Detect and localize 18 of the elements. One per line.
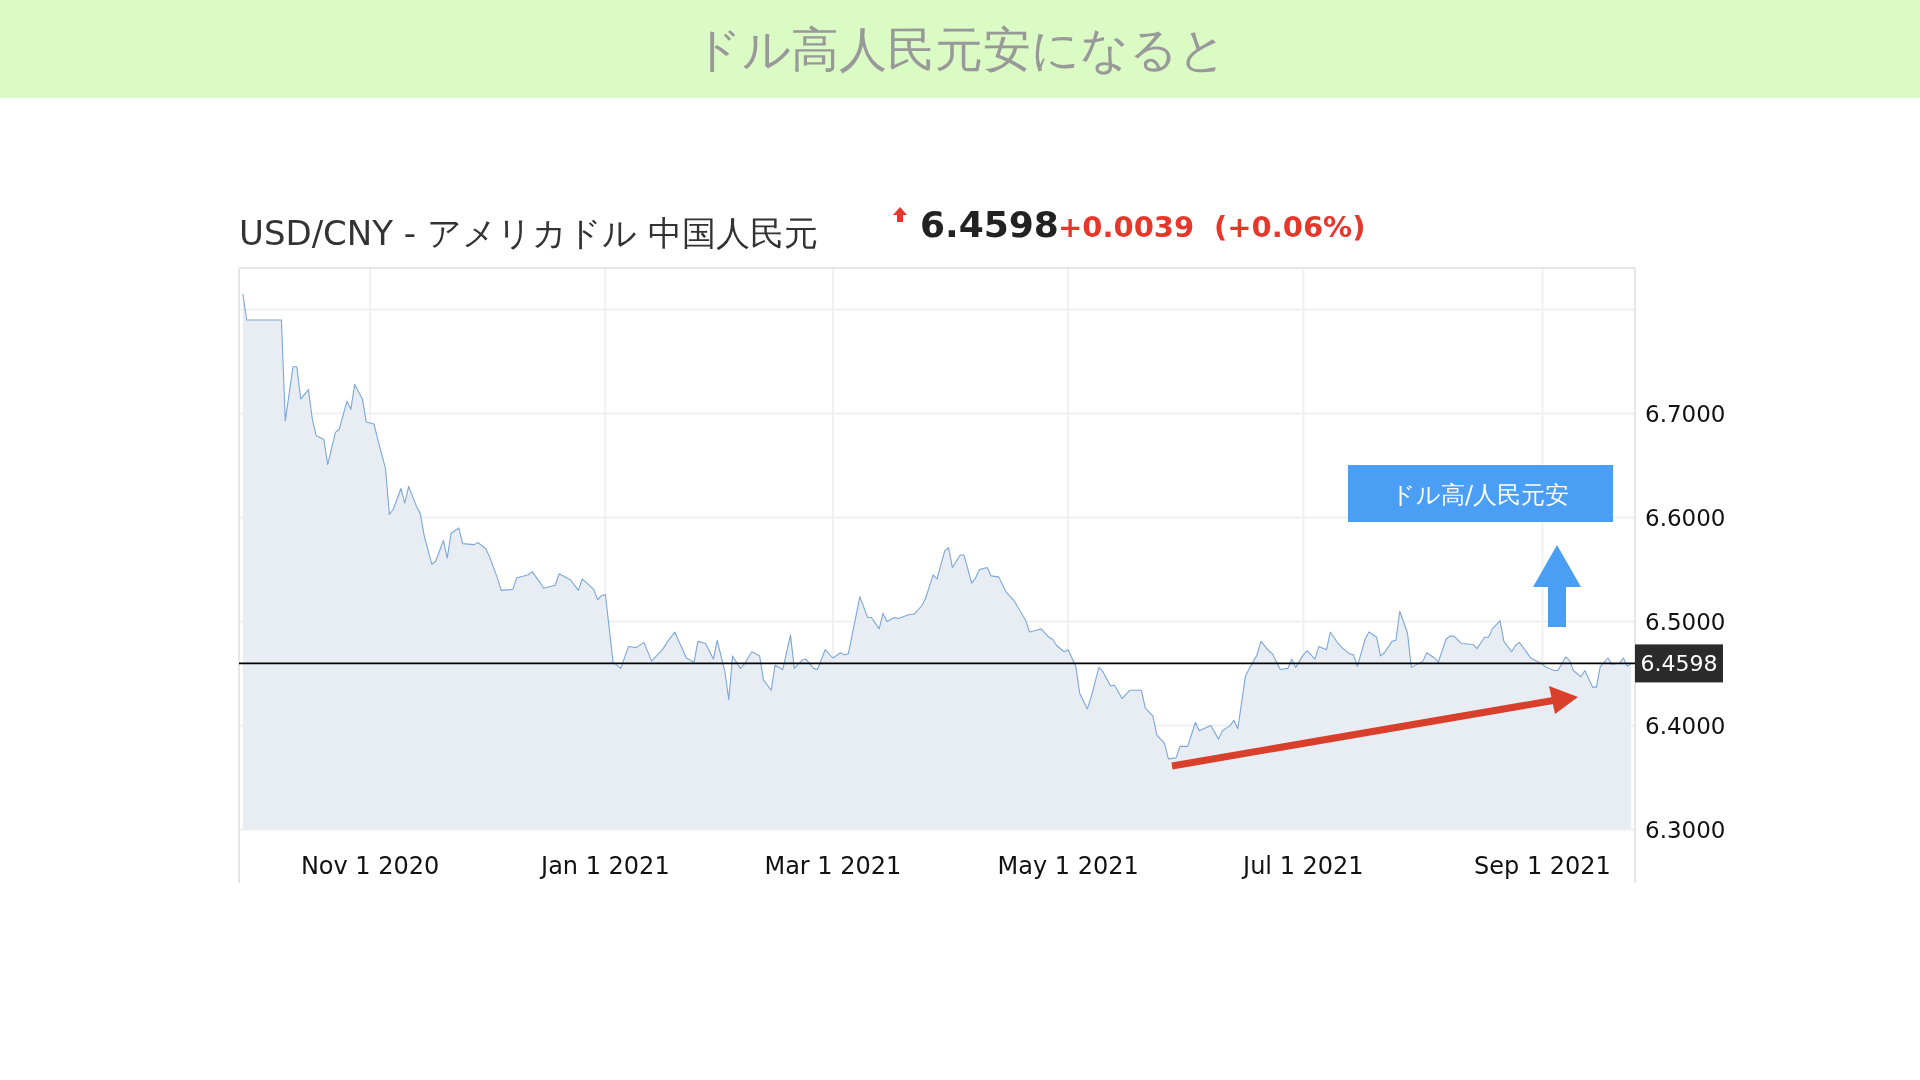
ref-line-label: 6.4598 xyxy=(1640,651,1718,677)
text: +0.0039 xyxy=(1058,210,1195,244)
x-tick-label: Jan 1 2021 xyxy=(539,852,670,880)
x-tick-label: Jul 1 2021 xyxy=(1241,852,1364,880)
x-tick-label: May 1 2021 xyxy=(997,852,1139,880)
chart-subtitle: USD/CNY - アメリカドル 中国人民元 xyxy=(239,213,818,253)
text: (+0.06%) xyxy=(1214,210,1366,244)
text: 6.4598 xyxy=(920,204,1059,245)
chart-title: ドル高人民元安になると xyxy=(693,21,1227,77)
y-tick-label: 6.3000 xyxy=(1645,816,1726,843)
y-tick-label: 6.6000 xyxy=(1645,504,1726,531)
y-tick-label: 6.7000 xyxy=(1645,400,1726,427)
y-tick-label: 6.4000 xyxy=(1645,712,1726,739)
y-tick-label: 6.5000 xyxy=(1645,608,1726,635)
x-tick-label: Sep 1 2021 xyxy=(1474,852,1611,880)
annotation: ドル高/人民元安 xyxy=(1390,481,1570,509)
x-tick-label: Mar 1 2021 xyxy=(764,852,902,880)
x-tick-label: Nov 1 2020 xyxy=(300,852,440,880)
